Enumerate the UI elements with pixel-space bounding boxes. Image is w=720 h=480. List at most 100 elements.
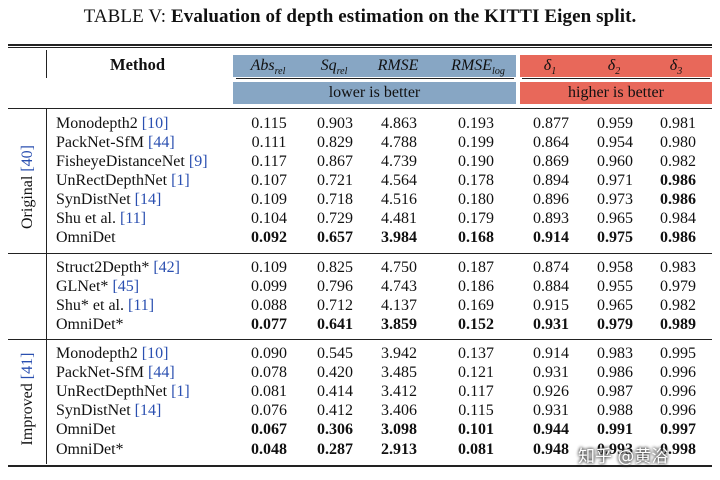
method-name: SynDistNet [14] xyxy=(56,190,161,209)
higher-is-better-label: higher is better xyxy=(568,84,664,101)
method-label: UnRectDepthNet xyxy=(56,383,168,400)
delta3-header: δ3 xyxy=(669,57,683,78)
metric-value: 0.829 xyxy=(317,134,353,151)
metric-value: 0.180 xyxy=(458,191,494,208)
rmse-header: RMSE xyxy=(377,57,419,74)
table-row: FisheyeDistanceNet [9] 0.117 0.867 4.739 0.1… xyxy=(0,152,720,171)
metric-value: 0.914 xyxy=(533,229,569,246)
method-citation: [11] xyxy=(124,297,155,314)
metric-value: 4.739 xyxy=(381,153,417,170)
metric-value: 0.926 xyxy=(533,383,569,400)
metric-value: 0.092 xyxy=(251,229,287,246)
method-name: OmniDet xyxy=(56,228,116,247)
metric-value: 0.099 xyxy=(251,278,287,295)
metric-value: 4.564 xyxy=(381,172,417,189)
bottom-rule xyxy=(8,465,712,467)
method-citation: [45] xyxy=(108,278,140,295)
method-name: Monodepth2 [10] xyxy=(56,344,168,363)
method-name: Monodepth2 [10] xyxy=(56,114,168,133)
method-name: SynDistNet [14] xyxy=(56,401,161,420)
metric-value: 0.931 xyxy=(533,316,569,333)
metric-value: 0.996 xyxy=(660,364,696,381)
metric-value: 3.942 xyxy=(381,345,417,362)
metric-value: 0.117 xyxy=(458,383,494,400)
method-label: FisheyeDistanceNet xyxy=(56,153,185,170)
metric-value: 0.983 xyxy=(660,259,696,276)
method-citation: [42] xyxy=(149,259,180,276)
method-label: SynDistNet xyxy=(56,402,131,419)
metric-value: 0.081 xyxy=(251,383,287,400)
metric-value: 0.081 xyxy=(458,441,494,458)
metric-value: 0.420 xyxy=(317,364,353,381)
metric-value: 0.078 xyxy=(251,364,287,381)
table-row: Shu* et al. [11] 0.088 0.712 4.137 0.169 0.91… xyxy=(0,296,720,315)
method-label: SynDistNet xyxy=(56,191,131,208)
metric-value: 4.863 xyxy=(381,115,417,132)
method-label: Monodepth2 xyxy=(56,115,138,132)
metric-value: 0.137 xyxy=(458,345,494,362)
method-name: PackNet-SfM [44] xyxy=(56,363,175,382)
metric-value: 0.931 xyxy=(533,402,569,419)
metric-value: 0.867 xyxy=(317,153,353,170)
method-citation: [44] xyxy=(143,134,175,151)
metric-value: 0.115 xyxy=(458,402,494,419)
method-label: OmniDet xyxy=(56,421,116,438)
metric-value: 4.750 xyxy=(381,259,417,276)
metric-value: 0.986 xyxy=(597,364,633,381)
section-rule xyxy=(8,339,712,340)
metric-value: 4.516 xyxy=(381,191,417,208)
metric-value: 0.975 xyxy=(597,229,633,246)
lower-underline xyxy=(236,78,514,79)
method-label: Shu* et al. xyxy=(56,297,124,314)
table-row: OmniDet 0.067 0.306 3.098 0.101 0.944 0.991 0.9… xyxy=(0,420,720,439)
metric-value: 0.980 xyxy=(660,134,696,151)
metric-value: 2.913 xyxy=(381,441,417,458)
caption-title: Evaluation of depth estimation on the KI… xyxy=(170,6,637,27)
metric-value: 0.995 xyxy=(660,345,696,362)
metric-value: 0.199 xyxy=(458,134,494,151)
metric-value: 0.896 xyxy=(533,191,569,208)
metric-value: 0.076 xyxy=(251,402,287,419)
table-row: Monodepth2 [10] 0.090 0.545 3.942 0.137 0.914… xyxy=(0,344,720,363)
metric-value: 0.178 xyxy=(458,172,494,189)
metric-value: 0.721 xyxy=(317,172,353,189)
metric-value: 0.894 xyxy=(533,172,569,189)
metric-value: 0.414 xyxy=(317,383,353,400)
higher-label-bg xyxy=(520,82,712,104)
method-citation: [14] xyxy=(130,402,162,419)
method-citation: [1] xyxy=(167,172,190,189)
metric-value: 3.485 xyxy=(381,364,417,381)
metric-value: 0.825 xyxy=(317,259,353,276)
table-row: PackNet-SfM [44] 0.078 0.420 3.485 0.121 0.93… xyxy=(0,363,720,382)
metric-value: 0.903 xyxy=(317,115,353,132)
metric-value: 0.931 xyxy=(533,364,569,381)
method-name: FisheyeDistanceNet [9] xyxy=(56,152,208,171)
metric-value: 0.915 xyxy=(533,297,569,314)
metric-value: 0.983 xyxy=(597,345,633,362)
method-name: Struct2Depth* [42] xyxy=(56,258,180,277)
metric-value: 0.179 xyxy=(458,210,494,227)
table-row: SynDistNet [14] 0.109 0.718 4.516 0.180 0.896… xyxy=(0,190,720,209)
metric-value: 3.098 xyxy=(381,421,417,438)
table-row: OmniDet* 0.077 0.641 3.859 0.152 0.931 0.979 0.… xyxy=(0,315,720,334)
method-name: OmniDet* xyxy=(56,315,124,334)
metric-value: 0.998 xyxy=(660,441,696,458)
delta2-header: δ2 xyxy=(607,57,621,78)
metric-value: 3.984 xyxy=(381,229,417,246)
metric-value: 0.986 xyxy=(660,191,696,208)
method-name: GLNet* [45] xyxy=(56,277,139,296)
group-separator-line xyxy=(46,50,47,78)
method-label: OmniDet* xyxy=(56,316,124,333)
metric-value: 0.186 xyxy=(458,278,494,295)
method-name: UnRectDepthNet [1] xyxy=(56,382,190,401)
metric-value: 0.090 xyxy=(251,345,287,362)
metric-value: 0.718 xyxy=(317,191,353,208)
metric-value: 3.412 xyxy=(381,383,417,400)
table-caption: TABLE V: Evaluation of depth estimation … xyxy=(0,6,720,28)
table-row: UnRectDepthNet [1] 0.081 0.414 3.412 0.117 0.… xyxy=(0,382,720,401)
method-label: PackNet-SfM xyxy=(56,134,144,151)
metric-value: 0.412 xyxy=(317,402,353,419)
metric-value: 0.884 xyxy=(533,278,569,295)
metric-value: 0.973 xyxy=(597,191,633,208)
metric-value: 0.712 xyxy=(317,297,353,314)
